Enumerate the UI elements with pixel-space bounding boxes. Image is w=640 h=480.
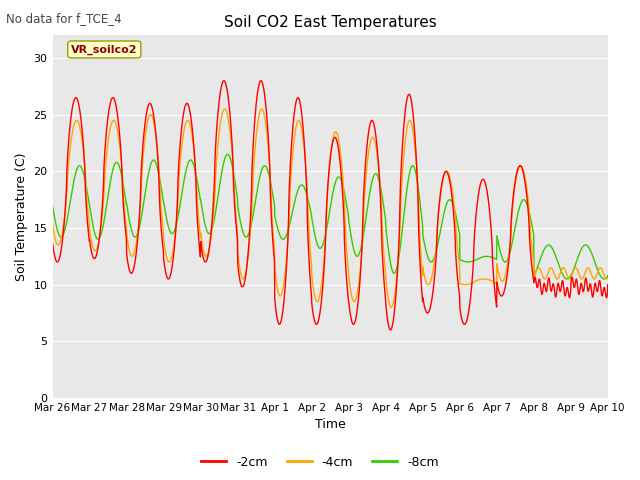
Text: No data for f_TCE_4: No data for f_TCE_4 xyxy=(6,12,122,25)
Title: Soil CO2 East Temperatures: Soil CO2 East Temperatures xyxy=(224,15,436,30)
X-axis label: Time: Time xyxy=(315,419,346,432)
Legend: -2cm, -4cm, -8cm: -2cm, -4cm, -8cm xyxy=(196,451,444,474)
Y-axis label: Soil Temperature (C): Soil Temperature (C) xyxy=(15,153,28,281)
Text: VR_soilco2: VR_soilco2 xyxy=(71,44,138,55)
